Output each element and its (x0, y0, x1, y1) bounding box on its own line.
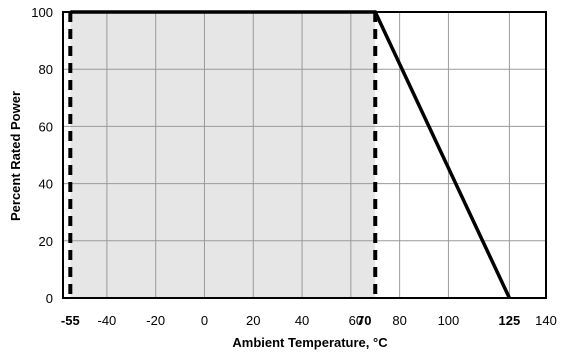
y-axis-label: Percent Rated Power (8, 91, 23, 221)
x-tick-label: -55 (61, 313, 80, 328)
x-tick-label: 100 (438, 313, 460, 328)
x-tick-label: 125 (499, 313, 521, 328)
x-tick-label: 70 (357, 313, 371, 328)
y-tick-label: 20 (39, 234, 53, 249)
y-tick-labels: 0 20 40 60 80 100 (31, 5, 53, 306)
x-tick-label: -40 (98, 313, 117, 328)
x-axis-label: Ambient Temperature, °C (232, 335, 388, 350)
plot-frame (62, 11, 547, 299)
y-tick-label: 40 (39, 177, 53, 192)
x-tick-label: 20 (246, 313, 260, 328)
x-tick-label: 140 (535, 313, 557, 328)
x-tick-label: 80 (392, 313, 406, 328)
x-tick-label: 60 (349, 313, 363, 328)
shaded-operating-region (70, 12, 376, 298)
x-tick-label: 40 (295, 313, 309, 328)
y-tick-label: 0 (46, 291, 53, 306)
y-tick-label: 100 (31, 5, 53, 20)
grid-lines (63, 12, 546, 298)
x-tick-label: -20 (146, 313, 165, 328)
dashed-boundary-lines (68, 12, 378, 298)
x-tick-label: 0 (201, 313, 208, 328)
y-tick-label: 60 (39, 119, 53, 134)
y-tick-label: 80 (39, 62, 53, 77)
